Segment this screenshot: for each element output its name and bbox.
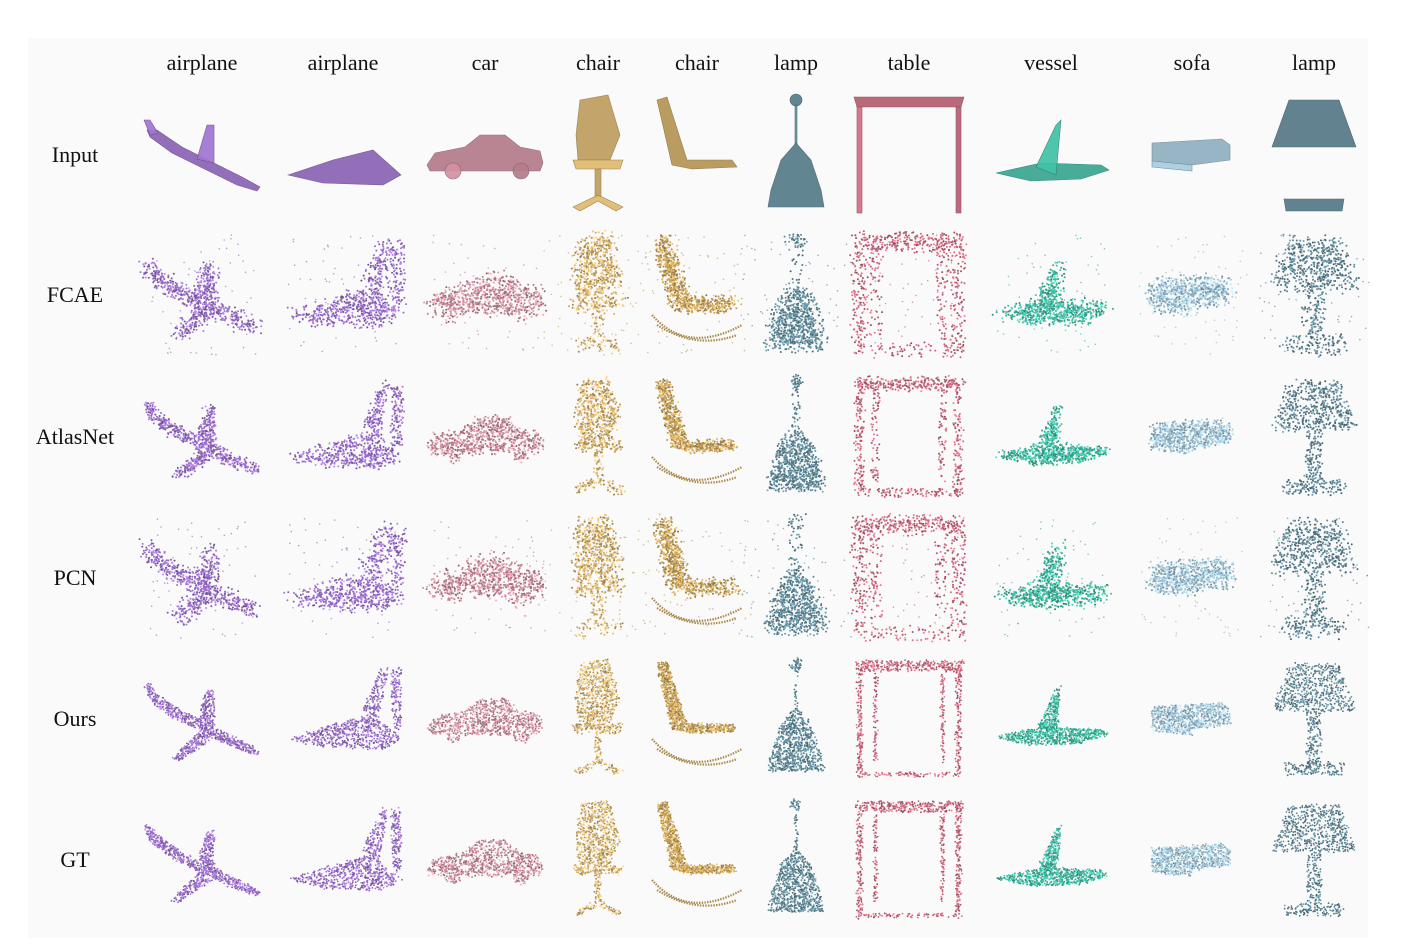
row-label-pcn: PCN (20, 565, 130, 591)
point-cloud-atlasnet-airplane-2 (283, 372, 406, 502)
point-cloud-ours-vessel-8 (991, 654, 1111, 784)
point-cloud-pcn-table-7 (849, 512, 969, 643)
column-header-4: chair (576, 50, 620, 80)
point-cloud-atlasnet-vessel-8 (991, 372, 1111, 502)
point-cloud-ours-chair-5 (637, 654, 757, 784)
point-cloud-ours-car-3 (425, 654, 545, 784)
point-cloud-atlasnet-sofa-9 (1132, 372, 1252, 502)
column-header-2: airplane (308, 50, 379, 80)
point-cloud-fcae-sofa-9 (1132, 230, 1252, 360)
row-label-fcae: FCAE (20, 282, 130, 308)
point-cloud-pcn-car-3 (422, 513, 547, 643)
point-cloud-input-table-7 (849, 90, 969, 220)
point-cloud-fcae-lamp-6 (736, 230, 856, 360)
point-cloud-atlasnet-lamp-6 (736, 372, 856, 502)
row-label-gt: GT (20, 847, 130, 873)
point-cloud-gt-airplane-2 (283, 795, 403, 925)
point-cloud-input-lamp-6 (736, 90, 856, 220)
point-cloud-ours-table-7 (849, 654, 969, 784)
point-cloud-pcn-chair-4 (538, 513, 658, 643)
point-cloud-fcae-airplane-2 (283, 230, 408, 360)
point-cloud-gt-chair-5 (637, 795, 757, 925)
row-label-ours: Ours (20, 706, 130, 732)
point-cloud-pcn-chair-5 (637, 513, 757, 643)
point-cloud-fcae-lamp-10 (1254, 230, 1374, 360)
point-cloud-gt-table-7 (849, 795, 969, 925)
point-cloud-input-chair-4 (538, 90, 658, 220)
point-cloud-ours-airplane-1 (142, 654, 262, 784)
point-cloud-fcae-car-3 (423, 230, 548, 360)
row-label-atlasnet: AtlasNet (20, 424, 130, 450)
point-cloud-atlasnet-airplane-1 (142, 372, 262, 502)
point-cloud-fcae-vessel-8 (991, 230, 1114, 360)
column-header-5: chair (675, 50, 719, 80)
point-cloud-fcae-table-7 (849, 230, 969, 360)
point-cloud-ours-lamp-6 (736, 654, 856, 784)
point-cloud-gt-lamp-6 (736, 795, 856, 925)
point-cloud-pcn-lamp-6 (736, 513, 856, 643)
point-cloud-ours-sofa-9 (1132, 654, 1252, 784)
point-cloud-gt-lamp-10 (1254, 795, 1374, 925)
point-cloud-gt-chair-4 (538, 795, 658, 925)
point-cloud-ours-chair-4 (538, 654, 658, 784)
point-cloud-gt-vessel-8 (991, 795, 1111, 925)
point-cloud-atlasnet-lamp-10 (1254, 372, 1374, 502)
point-cloud-fcae-airplane-1 (138, 230, 264, 360)
point-cloud-pcn-sofa-9 (1132, 513, 1252, 643)
point-cloud-input-car-3 (425, 90, 545, 220)
column-header-6: lamp (774, 50, 818, 80)
column-header-10: lamp (1292, 50, 1336, 80)
point-cloud-ours-airplane-2 (283, 654, 403, 784)
point-cloud-input-airplane-1 (142, 90, 262, 220)
point-cloud-gt-airplane-1 (142, 795, 262, 925)
column-header-7: table (888, 50, 931, 80)
column-header-8: vessel (1024, 50, 1078, 80)
point-cloud-atlasnet-chair-5 (637, 372, 757, 502)
point-cloud-pcn-lamp-10 (1254, 513, 1374, 643)
point-cloud-pcn-airplane-1 (138, 513, 262, 643)
column-header-9: sofa (1174, 50, 1211, 80)
point-cloud-atlasnet-car-3 (425, 372, 545, 502)
point-cloud-pcn-vessel-8 (991, 513, 1112, 643)
point-cloud-input-airplane-2 (283, 90, 403, 220)
point-cloud-atlasnet-table-7 (849, 372, 969, 502)
point-cloud-input-chair-5 (637, 90, 757, 220)
point-cloud-input-lamp-10 (1254, 90, 1374, 220)
point-cloud-input-vessel-8 (991, 90, 1111, 220)
point-cloud-ours-lamp-10 (1254, 654, 1374, 784)
point-cloud-pcn-airplane-2 (283, 513, 408, 643)
column-header-3: car (472, 50, 499, 80)
point-cloud-input-sofa-9 (1132, 90, 1252, 220)
point-cloud-atlasnet-chair-4 (538, 372, 658, 502)
point-cloud-fcae-chair-4 (538, 229, 658, 360)
point-cloud-fcae-chair-5 (637, 230, 757, 360)
point-cloud-gt-car-3 (425, 795, 545, 925)
point-cloud-gt-sofa-9 (1132, 795, 1252, 925)
column-header-1: airplane (167, 50, 238, 80)
row-label-input: Input (20, 142, 130, 168)
